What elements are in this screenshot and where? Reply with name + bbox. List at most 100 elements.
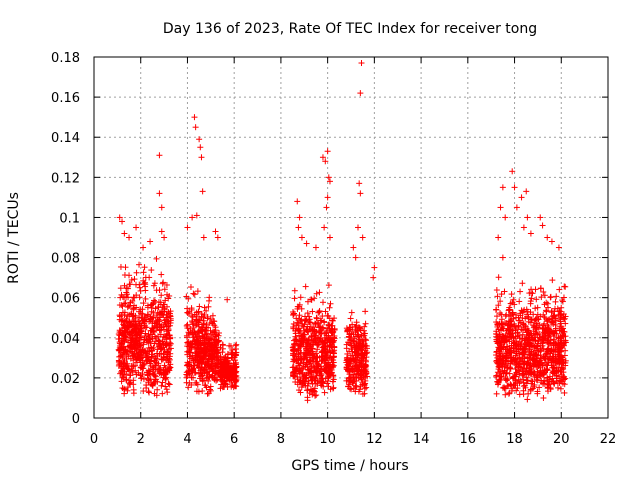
data-point — [196, 136, 203, 143]
data-point — [499, 184, 506, 191]
data-point — [199, 372, 206, 379]
data-point — [553, 293, 560, 300]
data-point — [302, 283, 309, 290]
data-point — [116, 347, 123, 354]
data-point — [209, 312, 216, 319]
data-point — [166, 353, 173, 360]
data-point — [159, 390, 166, 397]
data-point — [193, 334, 200, 341]
data-point — [141, 333, 148, 340]
data-point — [202, 366, 209, 373]
data-point — [208, 347, 215, 354]
data-point — [123, 325, 130, 332]
data-point — [185, 384, 192, 391]
data-point — [183, 371, 190, 378]
y-tick-label: 0.06 — [51, 292, 80, 307]
data-point — [117, 285, 124, 292]
data-point — [163, 386, 170, 393]
data-point — [518, 194, 525, 201]
data-point — [494, 313, 501, 320]
data-point — [362, 320, 369, 327]
data-point — [124, 320, 131, 327]
data-point — [309, 308, 316, 315]
data-point — [137, 325, 144, 332]
data-point — [304, 310, 311, 317]
data-point — [121, 272, 128, 279]
data-point — [131, 341, 138, 348]
data-point — [158, 271, 165, 278]
data-point — [196, 303, 203, 310]
data-point — [125, 294, 132, 301]
y-tick-label: 0.1 — [59, 211, 80, 226]
data-point — [130, 377, 137, 384]
data-point — [152, 376, 159, 383]
data-point — [163, 281, 170, 288]
data-point — [326, 234, 333, 241]
data-point — [561, 389, 568, 396]
data-point — [199, 347, 206, 354]
data-point — [330, 384, 337, 391]
y-axis-title: ROTI / TECUs — [6, 192, 22, 284]
data-point — [557, 385, 564, 392]
data-point — [146, 389, 153, 396]
data-point — [154, 346, 161, 353]
data-point — [297, 294, 304, 301]
data-point — [194, 361, 201, 368]
data-point — [128, 311, 135, 318]
data-point — [121, 368, 128, 375]
data-point — [156, 152, 163, 159]
data-point — [127, 281, 134, 288]
data-point — [148, 345, 155, 352]
data-point — [119, 385, 126, 392]
y-tick-label: 0 — [72, 412, 80, 427]
data-point — [165, 380, 172, 387]
data-point — [192, 369, 199, 376]
data-point — [140, 244, 147, 251]
data-point — [160, 354, 167, 361]
data-point — [190, 290, 197, 297]
data-point — [208, 342, 215, 349]
data-point — [164, 389, 171, 396]
data-point — [295, 224, 302, 231]
data-point — [495, 274, 502, 281]
data-point — [523, 188, 530, 195]
data-point — [497, 310, 504, 317]
data-point — [167, 340, 174, 347]
data-point — [214, 370, 221, 377]
x-tick-labels: 0 2 4 6 8 10 12 14 16 18 20 22 — [90, 432, 616, 447]
data-point — [203, 324, 210, 331]
data-point — [129, 297, 136, 304]
data-point — [140, 388, 147, 395]
data-point — [201, 304, 208, 311]
x-tick-label: 20 — [553, 432, 570, 447]
data-point — [123, 376, 130, 383]
data-point — [167, 334, 174, 341]
data-point — [199, 378, 206, 385]
data-point — [371, 264, 378, 271]
data-point — [205, 377, 212, 384]
data-point — [562, 283, 569, 290]
data-point — [142, 295, 149, 302]
data-point — [137, 356, 144, 363]
data-point — [164, 369, 171, 376]
data-point — [162, 383, 169, 390]
data-point — [119, 303, 126, 310]
data-point — [199, 188, 206, 195]
data-point — [129, 349, 136, 356]
data-point — [200, 314, 207, 321]
data-point — [158, 382, 165, 389]
data-point — [198, 356, 205, 363]
data-point — [150, 372, 157, 379]
data-point — [141, 322, 148, 329]
data-point — [547, 293, 554, 300]
data-point — [165, 358, 172, 365]
data-point — [133, 331, 140, 338]
data-point — [150, 327, 157, 334]
data-point — [126, 234, 133, 241]
data-point — [321, 224, 328, 231]
data-point — [156, 326, 163, 333]
data-point — [184, 224, 191, 231]
data-point — [516, 298, 523, 305]
data-point — [158, 345, 165, 352]
